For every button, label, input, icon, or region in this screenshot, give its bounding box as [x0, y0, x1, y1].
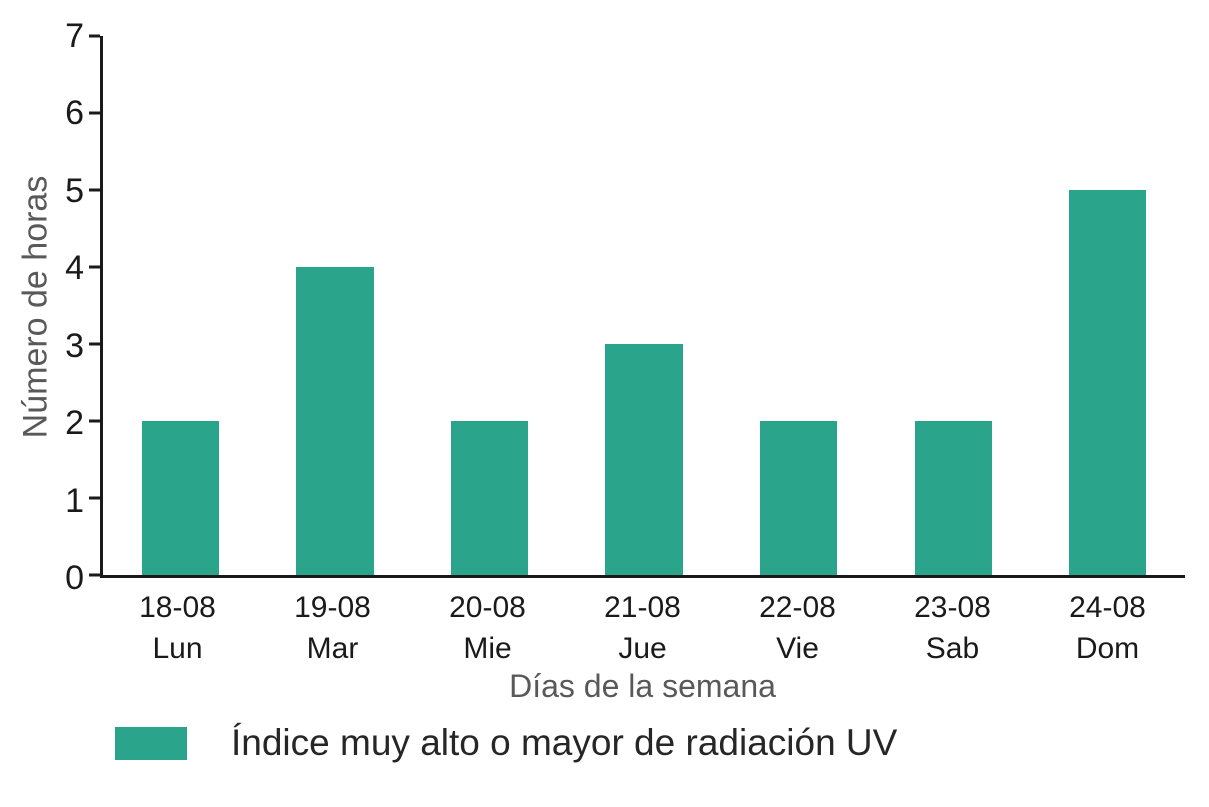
x-tick-date: 23-08: [914, 591, 991, 624]
y-tick-label: 2: [65, 404, 84, 443]
legend-swatch: [115, 726, 187, 760]
x-tick-day: Sab: [925, 631, 980, 665]
x-tick-label: 18-08 Lun: [100, 588, 255, 669]
plot-area: [89, 34, 1185, 578]
bar-slot: [567, 36, 722, 575]
x-tick-label: 24-08 Dom: [1030, 588, 1185, 669]
x-tick-day: Dom: [1075, 631, 1140, 665]
x-tick-day: Vie: [776, 631, 819, 665]
bar: [450, 421, 529, 575]
x-tick-day: Lun: [152, 631, 203, 665]
x-tick-label: 21-08 Jue: [565, 588, 720, 669]
bar: [605, 344, 683, 575]
y-tick-mark: [89, 34, 100, 38]
y-tick-mark: [89, 496, 100, 500]
bar: [296, 267, 374, 575]
x-tick-day: Jue: [618, 631, 667, 665]
legend-label: Índice muy alto o mayor de radiación UV: [231, 722, 898, 763]
legend: Índice muy alto o mayor de radiación UV: [115, 722, 897, 764]
y-tick-label: 1: [65, 481, 84, 520]
bars: [103, 36, 1185, 575]
y-tick-labels: 0 1 2 3 4 5 6 7: [0, 19, 84, 595]
bar: [759, 421, 838, 575]
x-tick-label: 22-08 Vie: [720, 588, 875, 669]
y-tick-mark: [89, 265, 100, 269]
x-tick-label: 20-08 Mie: [410, 588, 565, 669]
bar-slot: [258, 36, 413, 575]
y-tick-mark: [89, 188, 100, 192]
y-tick-mark: [89, 419, 100, 423]
x-tick-label: 23-08 Sab: [875, 588, 1030, 669]
bar-slot: [103, 36, 258, 575]
x-tick-day: Mie: [463, 631, 512, 665]
x-tick-labels: 18-08 Lun 19-08 Mar 20-08 Mie 21-08 Jue 22-08 Vie…: [100, 588, 1185, 669]
bar: [1069, 190, 1147, 575]
y-tick-mark: [89, 342, 100, 346]
x-tick-date: 18-08: [139, 591, 216, 624]
y-tick-label: 3: [65, 326, 84, 365]
x-tick-date: 24-08: [1069, 591, 1146, 624]
bar: [914, 421, 992, 575]
x-tick-date: 19-08: [294, 591, 371, 624]
y-tick-label: 0: [65, 559, 84, 597]
bar-slot: [721, 36, 876, 575]
x-axis-title: Días de la semana: [509, 668, 776, 704]
y-tick-label: 4: [65, 249, 84, 288]
x-tick-date: 20-08: [449, 591, 526, 624]
y-tick-label: 5: [65, 171, 84, 210]
bar-slot: [412, 36, 567, 575]
bar-slot: [876, 36, 1031, 575]
x-tick-day: Mar: [306, 631, 359, 665]
x-tick-date: 21-08: [604, 591, 681, 624]
y-tick-mark: [89, 111, 100, 115]
bar-slot: [1030, 36, 1185, 575]
x-tick-date: 22-08: [759, 591, 836, 624]
bar: [141, 421, 219, 575]
y-tick-mark: [89, 573, 100, 577]
x-tick-label: 19-08 Mar: [255, 588, 410, 669]
y-tick-label: 6: [65, 94, 84, 133]
y-tick-label: 7: [65, 17, 84, 55]
